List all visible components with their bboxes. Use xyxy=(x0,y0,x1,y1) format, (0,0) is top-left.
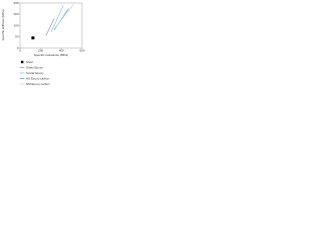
y-tick-label: 200 xyxy=(13,1,18,5)
x-tick-label: 600 xyxy=(79,48,84,52)
page: {"chart_data": {"type": "line", "y_label… xyxy=(0,0,100,94)
legend-label: Kevlar Epoxy xyxy=(26,71,44,75)
series-line xyxy=(45,18,55,36)
x-tick-label: 400 xyxy=(59,48,64,52)
x-tick-label: 200 xyxy=(38,48,43,52)
legend-swatch xyxy=(21,60,24,64)
legend-label: Glass Epoxy xyxy=(26,65,43,69)
chart: Specific stiffness (MPa) Specific resist… xyxy=(1,1,85,86)
y-tick-label: 100 xyxy=(13,23,18,27)
legend-label: HM Epoxy carbon xyxy=(26,82,50,86)
y-tick-label: 150 xyxy=(13,12,18,16)
y-tick-label: 50 xyxy=(15,35,19,39)
y-tick-label: 0 xyxy=(17,46,19,50)
y-axis-label: Specific stiffness (MPa) xyxy=(1,9,5,40)
x-tick-label: 0 xyxy=(19,48,21,52)
series-line xyxy=(54,3,75,28)
legend-label: HS Epoxy carbon xyxy=(26,76,50,80)
x-axis-label: Specific resistance (MPa) xyxy=(34,53,68,57)
point xyxy=(31,36,35,40)
legend-label: Steel xyxy=(26,60,33,64)
series-line xyxy=(50,5,64,33)
